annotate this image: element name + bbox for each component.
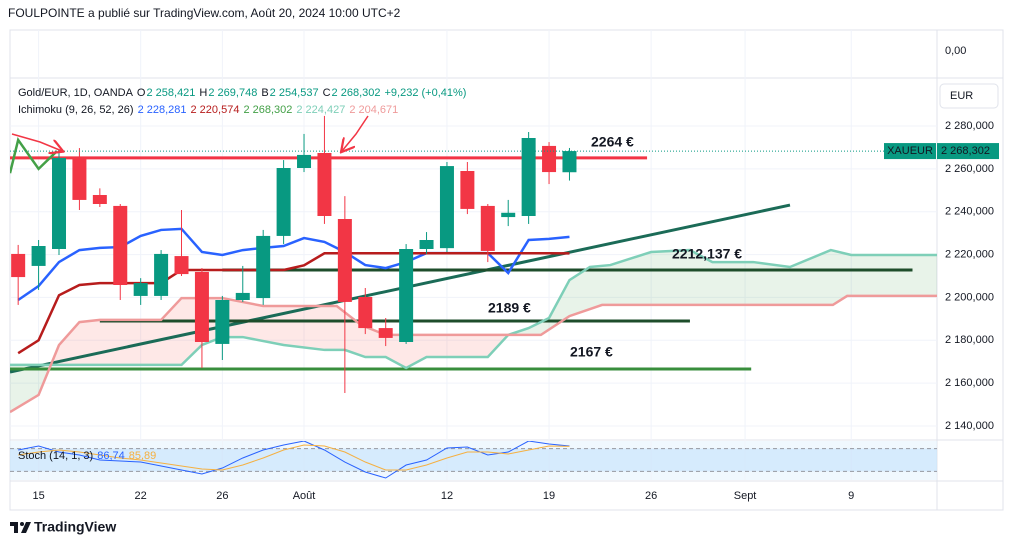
ichimoku-line: [10, 136, 58, 174]
x-tick-label: Août: [293, 490, 316, 502]
legend: Gold/EUR, 1D, OANDA O2 258,421 H2 269,748 B…: [18, 87, 470, 99]
drawn-line-label: 2167 €: [570, 344, 613, 360]
ohlc-key: O: [136, 87, 146, 99]
candle-body: [419, 240, 434, 249]
chart-frame: [9, 29, 1004, 511]
indicator-title: Ichimoku (9, 26, 52, 26): [18, 104, 134, 116]
x-tick-label: 26: [216, 490, 228, 502]
y-tick-label: 2 220,000: [945, 248, 994, 260]
y-tick-label: 2 180,000: [945, 334, 994, 346]
candle-body: [256, 235, 271, 299]
candle-body: [113, 205, 128, 285]
symbol: Gold/EUR, 1D, OANDA: [18, 87, 133, 99]
x-tick-label: Sept: [734, 490, 757, 502]
y-tick-label: 2 240,000: [945, 206, 994, 218]
x-tick-label: 15: [32, 490, 44, 502]
ohlc-value: 2 258,421: [146, 87, 196, 99]
legend: Stoch (14, 1, 3) 86,74 85,89: [18, 450, 160, 462]
drawn-line-label: 2264 €: [591, 134, 634, 150]
indicator-value: 2 204,671: [349, 104, 399, 116]
candle-body: [194, 271, 209, 342]
candle-body: [235, 292, 250, 300]
candle-body: [92, 195, 107, 204]
symbol-tag: XAUEUR: [887, 145, 933, 157]
indicator-value: 86,74: [97, 450, 125, 462]
candle-body: [174, 256, 189, 275]
candle-body: [72, 158, 87, 200]
indicator-value: 85,89: [128, 450, 157, 462]
x-tick-label: 9: [848, 490, 854, 502]
symbol-tag-bg: [884, 143, 936, 160]
currency: EUR: [950, 90, 973, 102]
indicator-value: 2 224,427: [296, 104, 346, 116]
candle-body: [480, 205, 495, 251]
x-tick-label: 12: [441, 490, 453, 502]
candle-body: [358, 297, 373, 329]
brand: TradingView: [34, 519, 116, 535]
y-tick-label: 2 260,000: [945, 163, 994, 175]
indicator-value: 2 268,302: [243, 104, 293, 116]
candle-body: [297, 154, 312, 168]
candle-body: [276, 168, 291, 236]
ohlc-key: C: [322, 87, 331, 99]
y-tick-label: 2 280,000: [945, 120, 994, 132]
candle-body: [133, 283, 148, 296]
y-tick-label: 2 200,000: [945, 291, 994, 303]
indicator-value: 2 228,281: [137, 104, 187, 116]
ohlc-key: H: [199, 87, 208, 99]
ichimoku-line: [10, 294, 937, 414]
drawn-line-label: 2189 €: [488, 300, 531, 316]
header: FOULPOINTE a publié sur TradingView.com,…: [8, 6, 401, 20]
arrow: [11, 133, 62, 151]
candle-body: [31, 246, 46, 266]
candle-body: [562, 151, 577, 173]
x-tick-label: 22: [135, 490, 147, 502]
x-tick-label: 19: [543, 490, 555, 502]
candle-body: [154, 253, 169, 296]
candle-body: [337, 219, 352, 302]
drawn-line-label: 2212,137 €: [672, 246, 742, 262]
logo: [10, 522, 31, 533]
stoch-d: [18, 444, 570, 471]
indicator-title: Stoch (14, 1, 3): [18, 450, 94, 462]
ohlc-key: B: [261, 87, 269, 99]
ohlc-value: 2 268,302: [331, 87, 381, 99]
ohlc-value: 2 254,537: [269, 87, 319, 99]
y-tick-label: 2 160,000: [945, 377, 994, 389]
last-price-label: 2 268,302: [941, 145, 990, 157]
x-tick-label: 26: [645, 490, 657, 502]
candle-body: [215, 300, 230, 344]
candle-body: [521, 138, 536, 216]
candle-body: [460, 171, 475, 209]
y-tick-label: 2 140,000: [945, 420, 994, 432]
legend: Ichimoku (9, 26, 52, 26) 2 228,281 2 220,5…: [18, 104, 402, 116]
candle-body: [11, 253, 26, 278]
candle-body: [317, 153, 332, 216]
indicator-value: 2 220,574: [190, 104, 240, 116]
arrow: [342, 115, 369, 151]
ichimoku-line: [17, 252, 570, 355]
stoch-k: [18, 441, 570, 479]
candle-body: [52, 157, 67, 249]
candle-body: [542, 145, 557, 173]
change: +9,232 (+0,41%): [384, 87, 467, 99]
candle-body: [501, 212, 516, 218]
candle-body: [439, 166, 454, 249]
candle-body: [378, 328, 393, 338]
top-pane-label: 0,00: [945, 45, 966, 57]
last-price-bg: [937, 143, 999, 160]
currency-box[interactable]: [939, 83, 999, 109]
ohlc-value: 2 269,748: [208, 87, 258, 99]
candle-body: [399, 249, 414, 342]
